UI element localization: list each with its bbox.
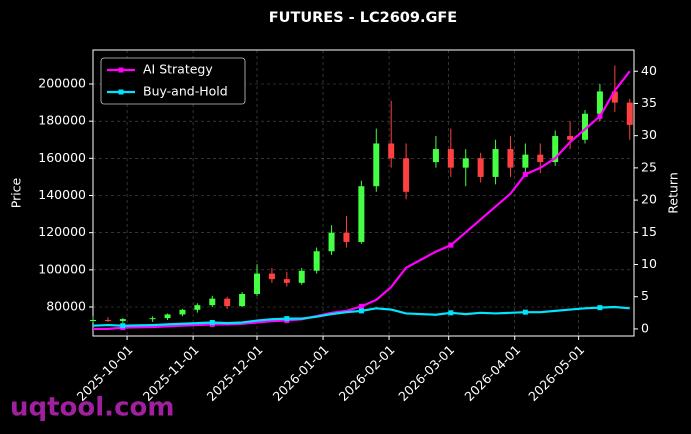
candle-body xyxy=(328,232,335,252)
chart-title: FUTURES - LC2609.GFE xyxy=(269,10,457,26)
series-marker xyxy=(358,308,364,314)
candle-body xyxy=(283,279,290,283)
candle-body xyxy=(567,136,574,140)
series-marker xyxy=(522,171,528,177)
series-marker xyxy=(358,303,364,309)
y2-tick-label: 25 xyxy=(641,159,657,174)
y-tick-label: 140000 xyxy=(38,187,86,202)
y2-tick-label: 20 xyxy=(641,192,657,207)
candle-body xyxy=(268,273,275,280)
plot-frame xyxy=(92,49,635,337)
legend-marker xyxy=(118,89,124,95)
candle-body xyxy=(298,270,305,283)
candle-body xyxy=(582,113,589,140)
candle-body xyxy=(492,149,499,177)
series-marker xyxy=(597,113,603,119)
y-tick-label: 160000 xyxy=(38,150,86,165)
y2-tick-label: 5 xyxy=(641,288,649,303)
y2-axis-label: Return xyxy=(666,172,681,213)
candle-body xyxy=(522,154,529,168)
candle-body xyxy=(477,158,484,177)
candle-body xyxy=(447,149,454,168)
y-tick-label: 100000 xyxy=(38,261,86,276)
candle-body xyxy=(104,320,111,322)
candle-body xyxy=(149,318,156,320)
series-marker xyxy=(448,242,454,248)
candle-body xyxy=(179,309,186,315)
candle-body xyxy=(209,298,216,306)
candle-body xyxy=(239,294,246,307)
candle-body xyxy=(403,158,410,192)
candle-body xyxy=(537,154,544,163)
legend-label: Buy-and-Hold xyxy=(143,84,228,99)
y2-tick-label: 0 xyxy=(641,320,649,335)
legend-box xyxy=(100,57,246,105)
candle-body xyxy=(358,186,365,242)
y2-tick-label: 35 xyxy=(641,95,657,110)
candle-body xyxy=(90,320,96,322)
candle-body xyxy=(626,102,633,125)
candle-body xyxy=(164,314,171,319)
legend-marker xyxy=(118,67,124,73)
candle-body xyxy=(119,319,126,321)
candle-body xyxy=(611,91,618,103)
series-marker xyxy=(284,316,290,322)
candle-body xyxy=(373,143,380,187)
candle-body xyxy=(343,232,350,242)
y2-tick-label: 15 xyxy=(641,224,657,239)
y-tick-label: 200000 xyxy=(38,76,86,91)
candle-body xyxy=(432,149,439,163)
candle-body xyxy=(224,298,231,307)
y2-tick-label: 40 xyxy=(641,63,657,78)
watermark: uqtool.com xyxy=(10,393,174,423)
candle-body xyxy=(388,143,395,159)
y-tick-label: 180000 xyxy=(38,113,86,128)
y2-tick-label: 10 xyxy=(641,256,657,271)
y-tick-label: 80000 xyxy=(46,299,86,314)
candle-body xyxy=(254,273,261,295)
y-axis-label: Price xyxy=(9,177,24,208)
series-marker xyxy=(120,323,126,329)
candle-body xyxy=(462,158,469,168)
candle-body xyxy=(552,136,559,163)
series-marker xyxy=(209,319,215,325)
candle-body xyxy=(507,149,514,168)
candle-body xyxy=(313,251,320,271)
candle-body xyxy=(596,91,603,114)
candle-body xyxy=(194,305,201,310)
series-marker xyxy=(597,305,603,311)
y2-tick-label: 30 xyxy=(641,127,657,142)
y-tick-label: 120000 xyxy=(38,224,86,239)
legend-label: AI Strategy xyxy=(143,62,213,77)
series-marker xyxy=(522,309,528,315)
series-marker xyxy=(448,310,454,316)
